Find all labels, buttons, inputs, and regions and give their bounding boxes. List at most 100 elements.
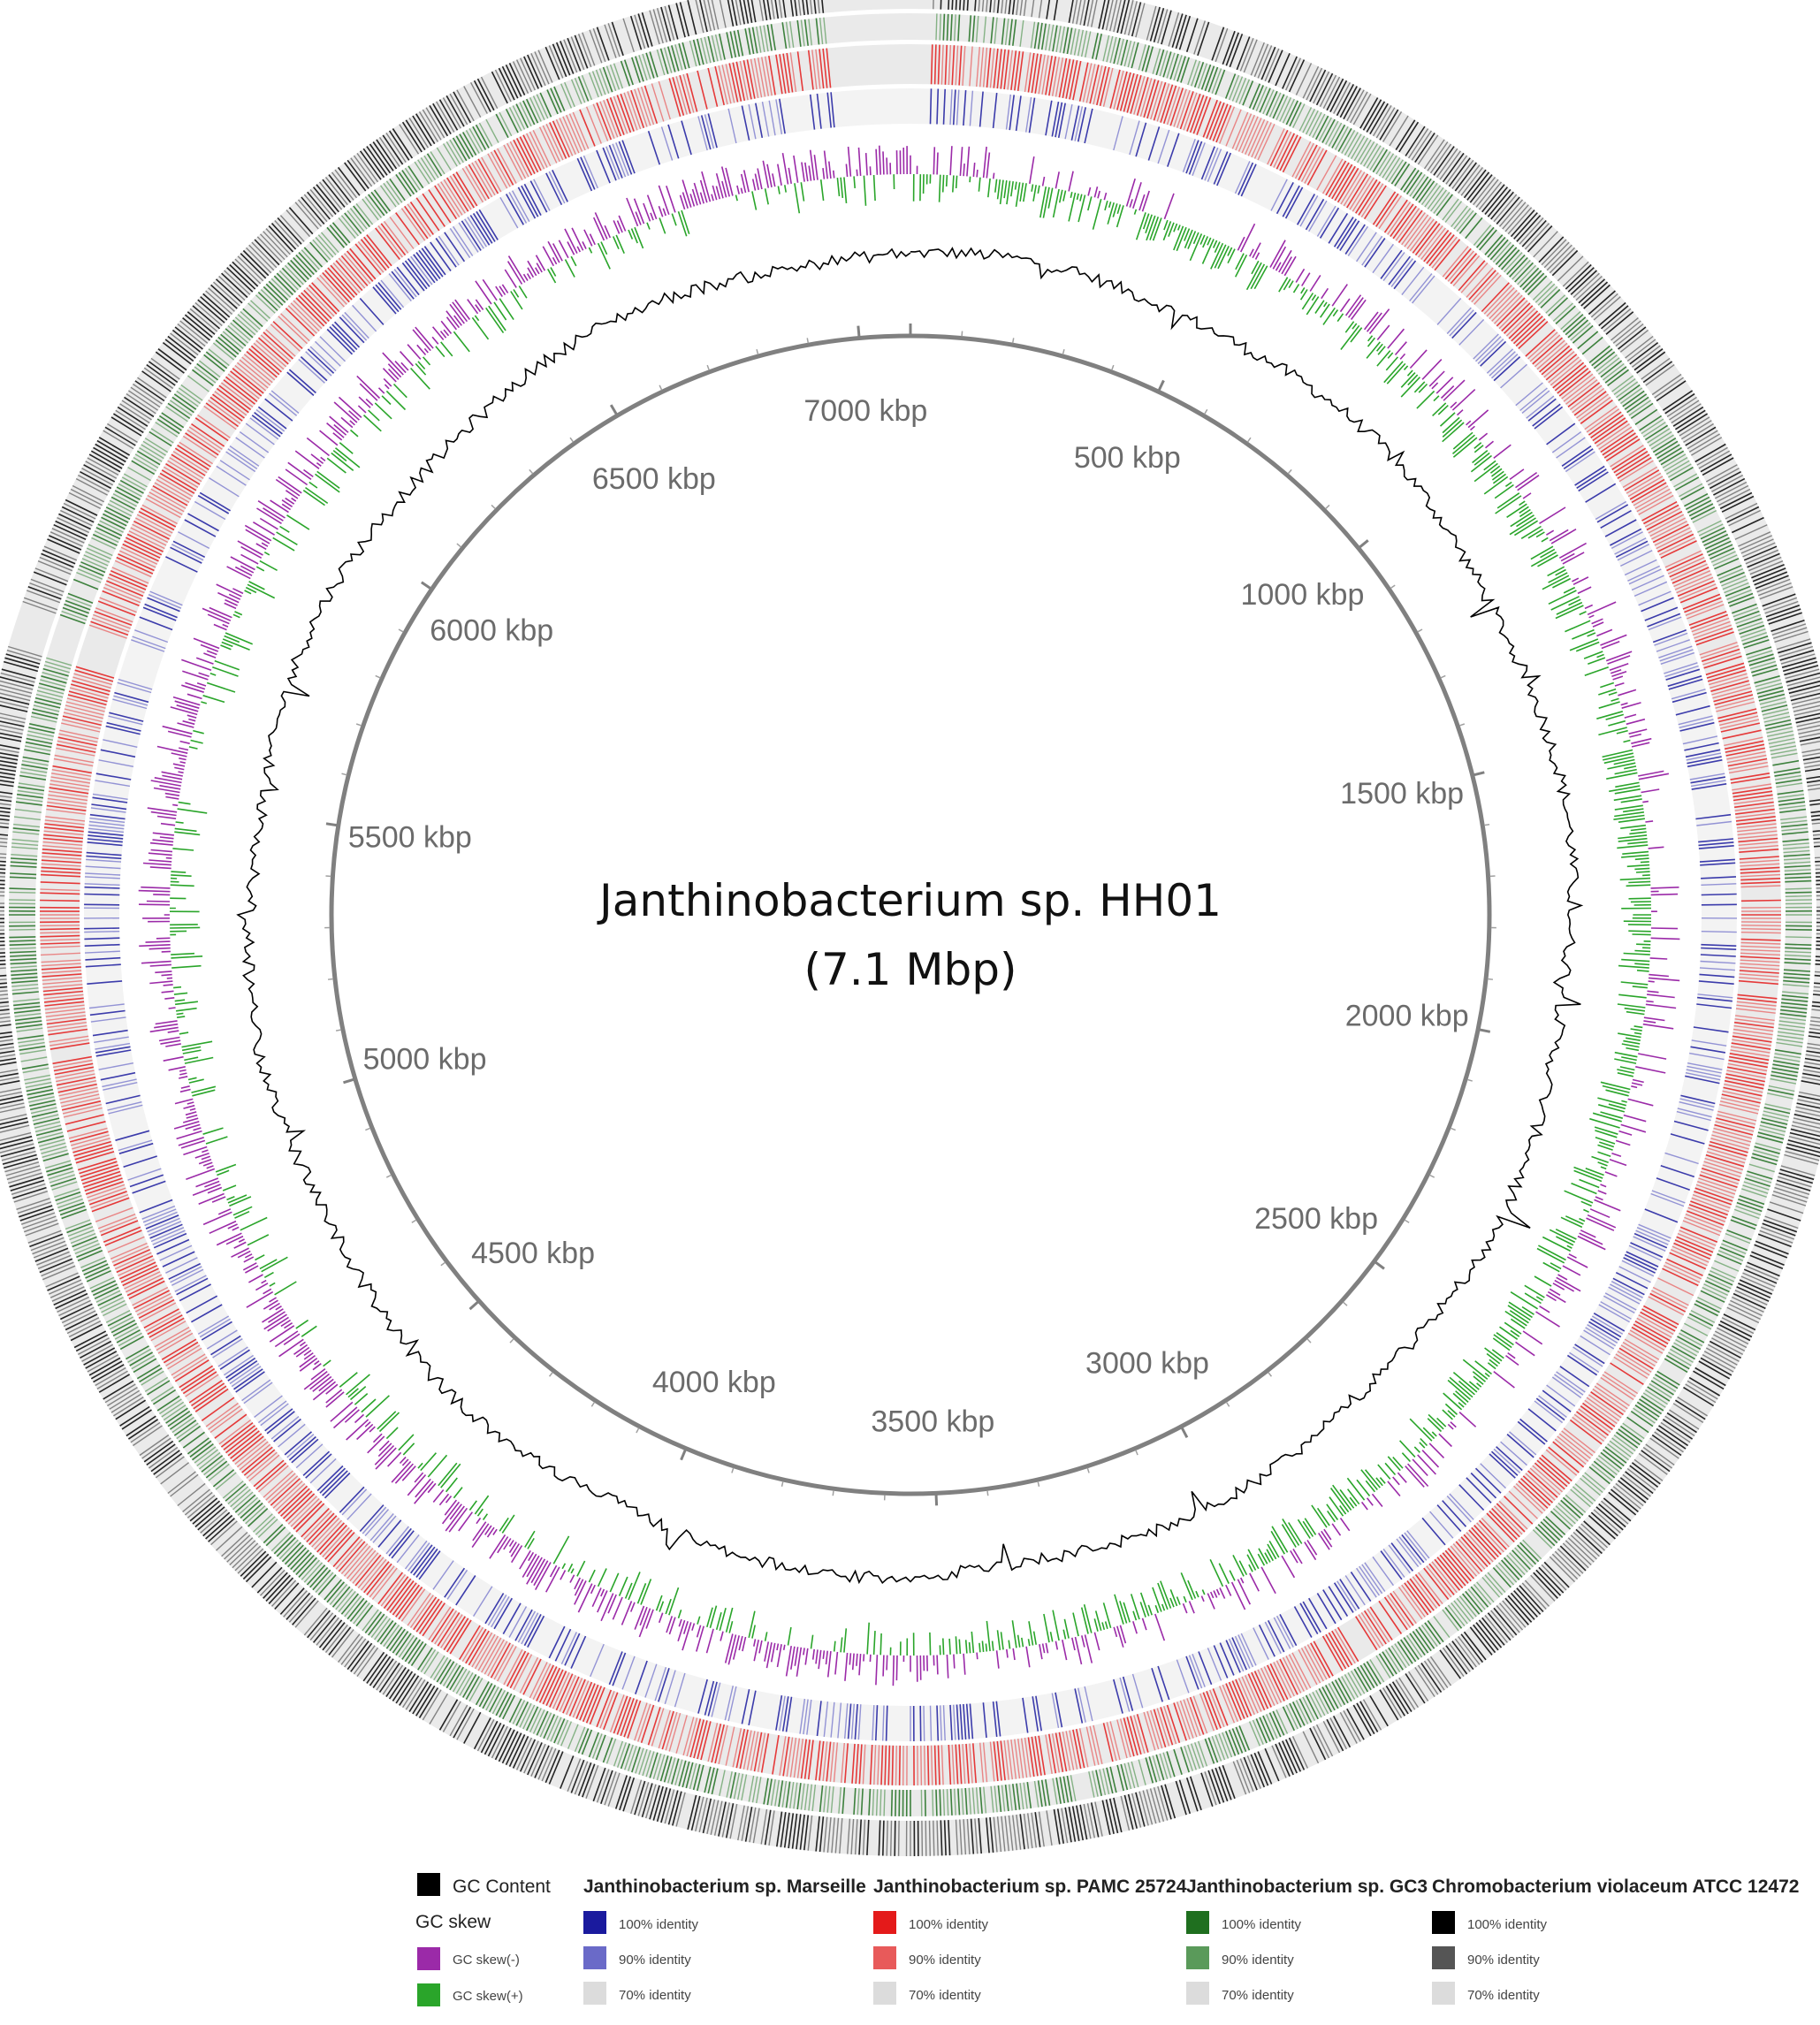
tick-label: 1000 kbp [1240, 578, 1364, 612]
backbone-minor-tick [659, 384, 663, 391]
blast-hits-90 [8, 13, 1813, 1816]
legend-identity-label: 100% identity [909, 1917, 989, 1932]
backbone-minor-tick [335, 1029, 342, 1032]
backbone-minor-tick [1306, 1338, 1312, 1344]
legend-swatch [873, 1982, 896, 2005]
backbone-minor-tick [1440, 674, 1446, 679]
backbone-minor-tick [756, 349, 759, 355]
gc-skew-track [138, 145, 1680, 1686]
backbone-minor-tick [706, 364, 710, 370]
backbone-tick [609, 404, 618, 415]
backbone-tick [468, 1301, 479, 1311]
backbone-minor-tick [636, 1427, 640, 1434]
legend-identity-label: 70% identity [619, 1988, 691, 2003]
genome-size: (7.1 Mbp) [803, 944, 1017, 995]
backbone-minor-tick [1135, 1450, 1138, 1456]
blast-ring-3 [0, 0, 1820, 1857]
legend-swatch [873, 1946, 896, 1969]
tick-label: 1500 kbp [1340, 777, 1464, 811]
backbone-minor-tick [398, 628, 404, 633]
genome-title: Janthinobacterium sp. HH01 [597, 875, 1222, 926]
backbone-tick [343, 1077, 354, 1085]
blast-hits-100 [39, 44, 1781, 1786]
backbone-minor-tick [1062, 349, 1065, 355]
backbone-tick [1375, 1260, 1385, 1270]
backbone-minor-tick [1458, 723, 1466, 727]
gc-content-track [236, 247, 1584, 1585]
backbone-tick [1157, 379, 1165, 391]
backbone-minor-tick [440, 1261, 446, 1267]
backbone-minor-tick [1111, 364, 1115, 370]
tick-label: 4500 kbp [471, 1237, 595, 1270]
backbone-minor-tick [1204, 408, 1208, 415]
backbone-minor-tick [1450, 1127, 1456, 1131]
legend: GC Content GC skew GC skew(-) GC skew(+)… [415, 1873, 1799, 2006]
backbone-minor-tick [365, 1127, 371, 1131]
backbone-minor-tick [1343, 1301, 1348, 1306]
backbone-minor-tick [806, 338, 810, 344]
legend-swatch-gc-content [417, 1873, 440, 1896]
blast-hits-100 [0, 0, 1820, 1857]
legend-swatch [583, 1982, 606, 2005]
backbone-minor-tick [1268, 1372, 1273, 1377]
backbone-minor-tick [590, 1401, 596, 1407]
backbone-tick [1474, 771, 1485, 777]
legend-label-gc-skew-pos: GC skew(+) [453, 1989, 523, 2004]
backbone-minor-tick [529, 468, 534, 475]
backbone-minor-tick [385, 1174, 392, 1178]
backbone-minor-tick [341, 773, 347, 776]
legend-swatch [1186, 1946, 1209, 1969]
legend-identity-label: 100% identity [1222, 1917, 1302, 1932]
backbone-minor-tick [456, 543, 462, 548]
backbone-tick [857, 325, 861, 337]
backbone-minor-tick [1404, 1219, 1410, 1223]
legend-swatch [1186, 1911, 1209, 1934]
legend-identity-label: 100% identity [619, 1917, 699, 1932]
backbone-minor-tick [491, 504, 496, 510]
backbone-minor-tick [731, 1467, 735, 1473]
backbone-minor-tick [986, 1490, 989, 1496]
backbone-tick [325, 822, 338, 827]
legend-label-gc-content: GC Content [453, 1877, 551, 1897]
backbone-tick [1359, 539, 1369, 549]
legend-swatch [1432, 1911, 1455, 1934]
backbone-minor-tick [1037, 1481, 1040, 1488]
legend-swatch [1186, 1982, 1209, 2005]
backbone-minor-tick [1325, 504, 1330, 510]
backbone-ticks [324, 324, 1496, 1506]
backbone-minor-tick [832, 1490, 834, 1496]
blast-hits-90 [39, 44, 1782, 1786]
legend-swatch [583, 1946, 606, 1969]
backbone-minor-tick [1417, 628, 1423, 633]
legend-identity-label: 70% identity [909, 1988, 981, 2003]
backbone-minor-tick [548, 1372, 553, 1377]
blast-hits-100 [8, 13, 1813, 1817]
backbone-minor-tick [1011, 338, 1015, 344]
tick-label: 6000 kbp [430, 614, 553, 648]
tick-label: 4000 kbp [652, 1366, 776, 1399]
backbone-minor-tick [1246, 437, 1252, 443]
legend-swatch [1432, 1946, 1455, 1969]
backbone-minor-tick [355, 723, 362, 727]
backbone-minor-tick [1086, 1467, 1090, 1473]
backbone-minor-tick [781, 1481, 784, 1488]
legend-identity-label: 90% identity [909, 1953, 981, 1968]
backbone-tick [680, 1450, 687, 1461]
blast-ring-1 [39, 44, 1782, 1786]
legend-genome-name: Chromobacterium violaceum ATCC 12472 [1432, 1877, 1799, 1897]
legend-genome-name: Janthinobacterium sp. PAMC 25724 [873, 1877, 1187, 1897]
backbone-minor-tick [1487, 978, 1494, 980]
tick-label: 2500 kbp [1254, 1202, 1378, 1236]
backbone-minor-tick [375, 674, 381, 679]
tick-label: 5500 kbp [348, 821, 472, 855]
backbone-minor-tick [961, 331, 963, 337]
legend-identity-label: 90% identity [619, 1953, 691, 1968]
gc-skew-positive [169, 173, 1652, 1656]
blast-hits-100 [84, 88, 1737, 1742]
tick-label: 3500 kbp [871, 1405, 994, 1438]
backbone-minor-tick [1466, 1078, 1473, 1082]
legend-swatch [583, 1911, 606, 1934]
tick-label: 7000 kbp [803, 394, 927, 428]
legend-genome-name: Janthinobacterium sp. GC3 [1186, 1877, 1428, 1897]
